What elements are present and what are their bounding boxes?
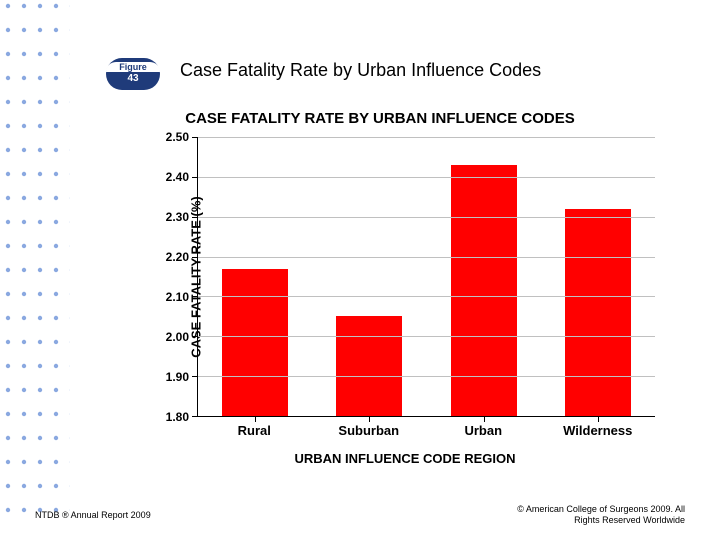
chart-title: CASE FATALITY RATE BY URBAN INFLUENCE CO… <box>95 110 665 127</box>
y-tick-label: 2.30 <box>166 210 189 224</box>
footer-left: NTDB ® Annual Report 2009 <box>35 510 151 520</box>
x-labels: Rural Suburban Urban Wilderness <box>197 423 655 438</box>
y-tick-label: 2.10 <box>166 290 189 304</box>
y-ticks: 1.801.902.002.102.202.302.402.50 <box>155 137 195 417</box>
x-label: Suburban <box>324 423 414 438</box>
y-tick-label: 2.50 <box>166 130 189 144</box>
plot-wrap: CASE FATALITY RATE (%) 1.801.902.002.102… <box>125 137 665 417</box>
x-label: Wilderness <box>553 423 643 438</box>
x-label: Urban <box>438 423 528 438</box>
chart: CASE FATALITY RATE BY URBAN INFLUENCE CO… <box>95 110 665 470</box>
y-tick-label: 2.40 <box>166 170 189 184</box>
y-tick-label: 1.90 <box>166 370 189 384</box>
bar <box>565 209 631 416</box>
plot-area <box>197 137 655 417</box>
footer-right-line1: © American College of Surgeons 2009. All <box>517 504 685 514</box>
figure-badge-label: Figure <box>106 62 160 72</box>
footer-right-line2: Rights Reserved Worldwide <box>574 515 685 525</box>
bar <box>222 269 288 416</box>
y-tick-label: 2.20 <box>166 250 189 264</box>
dot-decoration <box>0 0 70 540</box>
x-axis-label: URBAN INFLUENCE CODE REGION <box>145 451 665 466</box>
bar <box>336 316 402 416</box>
figure-badge: Figure 43 <box>106 58 160 90</box>
footer-right: © American College of Surgeons 2009. All… <box>517 504 685 527</box>
y-tick-label: 1.80 <box>166 410 189 424</box>
bar <box>451 165 517 416</box>
x-label: Rural <box>209 423 299 438</box>
y-tick-label: 2.00 <box>166 330 189 344</box>
figure-badge-number: 43 <box>106 72 160 86</box>
slide-title: Case Fatality Rate by Urban Influence Co… <box>180 60 541 81</box>
bars-container <box>198 137 655 416</box>
